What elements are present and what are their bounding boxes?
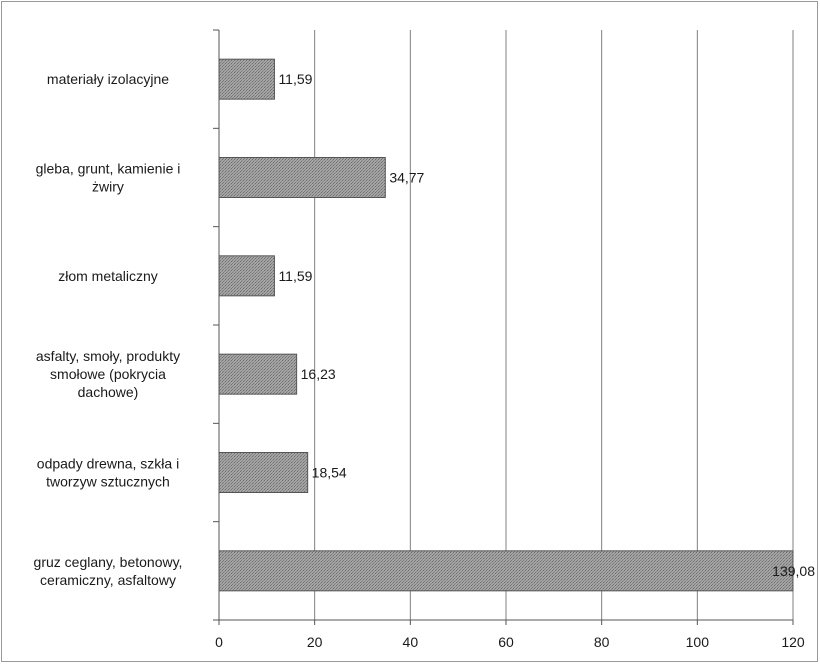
x-tick-label-80: 80 [594,634,610,650]
category-label-line: tworzyw sztucznych [46,474,170,490]
category-label-line: gleba, grunt, kamienie i [36,161,181,177]
value-label-0: 11,59 [278,71,312,87]
value-label-5: 139,08 [772,563,815,579]
value-label-3: 16,23 [301,366,336,382]
x-tick-label-0: 0 [215,634,223,650]
bar-3 [218,353,298,395]
category-label-line: smołowe (pokrycia [50,366,166,382]
category-label-line: żwiry [92,179,124,195]
value-label-4: 18,54 [312,465,347,481]
bar-1 [218,157,386,198]
category-label-line: dachowe) [78,384,139,400]
category-label-line: ceramiczny, asfaltowy [40,572,176,588]
x-tick-label-20: 20 [307,634,323,650]
category-label-line: materiały izolacyjne [47,71,169,87]
category-label-3: asfalty, smoły, produkty smołowe (pokryci… [36,348,180,400]
value-label-1: 34,77 [389,170,424,186]
x-tick-label-60: 60 [498,634,514,650]
x-tick-label-40: 40 [403,634,419,650]
x-tick-label-100: 100 [686,634,710,650]
bar-4 [218,452,309,493]
x-tick-label-120: 120 [781,634,805,650]
category-label-line: asfalty, smoły, produkty [36,348,180,364]
category-label-line: odpady drewna, szkła i [37,456,179,472]
category-label-4: odpady drewna, szkła i tworzyw sztucznych [37,456,179,490]
bar-5 [218,550,794,592]
category-label-line: gruz ceglany, betonowy, [34,554,183,570]
category-label-2: złom metaliczny [58,268,158,284]
category-label-0: materiały izolacyjne [47,71,169,87]
category-label-5: gruz ceglany, betonowy, ceramiczny, asfal… [34,554,183,588]
axes [213,29,794,625]
category-label-1: gleba, grunt, kamienie i żwiry [36,161,181,195]
category-label-line: złom metaliczny [58,268,158,284]
category-labels: materiały izolacyjne gleba, grunt, kamien… [34,71,183,588]
gridlines [314,30,794,620]
bar-2 [218,255,275,297]
value-label-2: 11,59 [278,268,312,284]
value-labels: 11,59 34,77 11,59 16,23 18,54 139,08 [278,71,815,579]
bars [218,58,794,592]
x-tick-labels: 0 20 40 60 80 100 120 [215,634,805,650]
bar-0 [218,58,275,100]
